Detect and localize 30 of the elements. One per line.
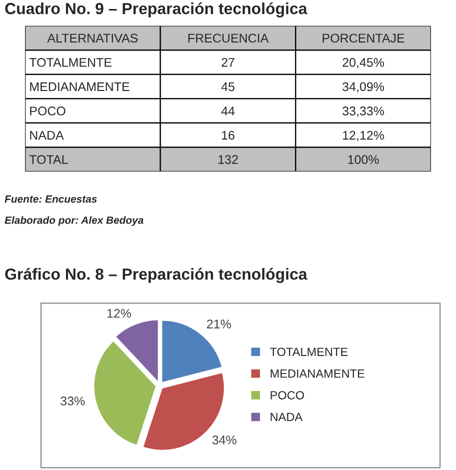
legend-label: POCO xyxy=(270,391,304,400)
text: 20,45% xyxy=(342,58,384,68)
text: TOTAL xyxy=(29,155,68,164)
data-label: 21% xyxy=(207,320,231,328)
text: 12,12% xyxy=(343,130,384,142)
text: POCO xyxy=(30,106,66,116)
text: MEDIANAMENTE xyxy=(30,82,130,92)
text: 44 xyxy=(221,106,235,116)
legend-label: MEDIANAMENTE xyxy=(270,370,364,378)
text: 33,33% xyxy=(342,106,384,117)
text: 16 xyxy=(222,130,234,140)
text: Elaborado por: Alex Bedoya xyxy=(4,216,144,226)
text: TOTALMENTE xyxy=(29,58,112,67)
legend-label: TOTALMENTE xyxy=(270,348,348,356)
text: 45 xyxy=(221,82,234,92)
legend-label: NADA xyxy=(270,412,303,422)
text: 100% xyxy=(348,155,379,164)
text: Cuadro No. 9 – Preparación tecnológica xyxy=(5,2,308,18)
category-label: PORCENTAJE xyxy=(322,34,404,43)
text: 34,09% xyxy=(342,82,384,93)
text: 27 xyxy=(222,58,234,67)
category-label: ALTERNATIVAS xyxy=(47,34,138,43)
text: 132 xyxy=(218,155,238,164)
data-label: 12% xyxy=(107,308,132,318)
data-label: 34% xyxy=(212,436,236,444)
data-label: 33% xyxy=(60,396,85,406)
source-note: Fuente: Encuestas xyxy=(4,195,97,203)
text: NADA xyxy=(30,130,64,140)
category-label: FRECUENCIA xyxy=(188,34,269,43)
chart-title: Gráfico No. 8 – Preparación tecnológica xyxy=(5,268,308,283)
